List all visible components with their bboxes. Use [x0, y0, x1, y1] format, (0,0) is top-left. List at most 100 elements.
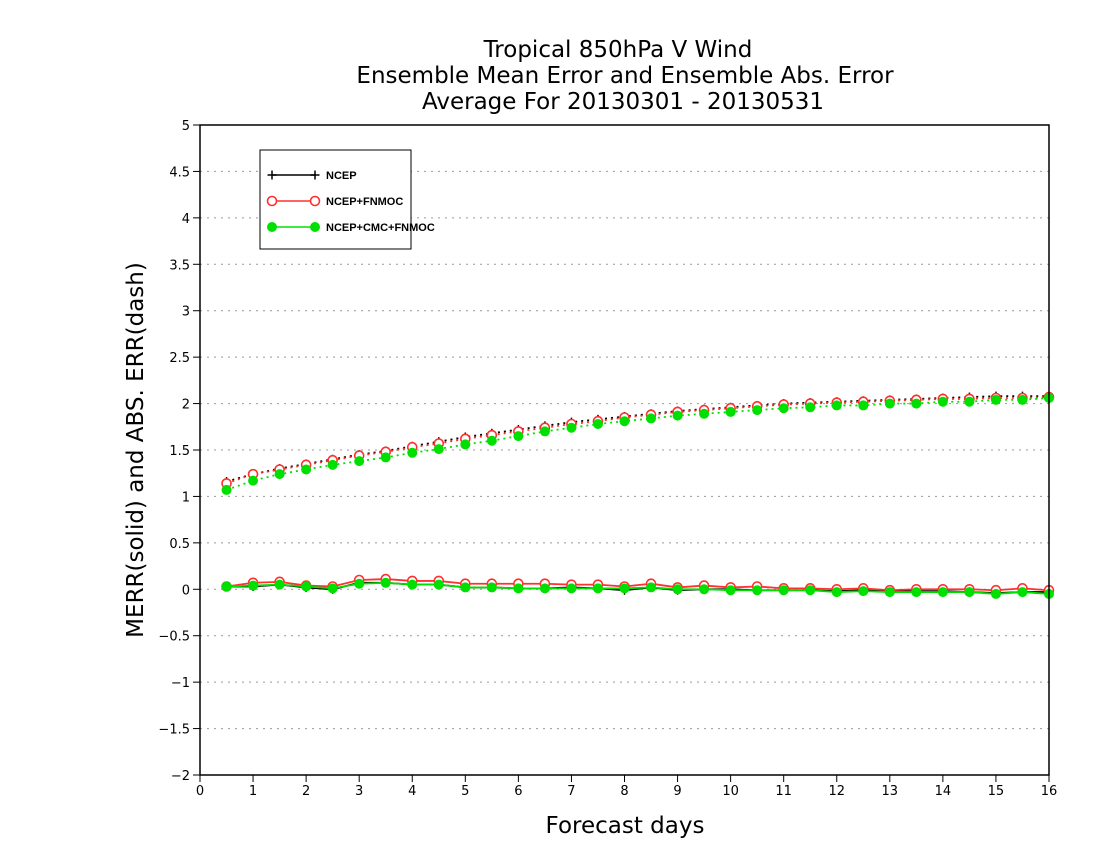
y-tick-label: 3.5 — [169, 258, 190, 273]
merr-point — [990, 588, 1001, 599]
merr-point — [380, 577, 391, 588]
merr-point — [354, 578, 365, 589]
series-ncep-fnmoc — [221, 391, 1055, 596]
y-tick-label: −2 — [171, 769, 190, 784]
merr-point — [752, 585, 763, 596]
merr-point — [672, 584, 683, 595]
legend-marker — [266, 195, 278, 207]
abs-err-point — [884, 398, 895, 409]
x-tick-label: 8 — [620, 784, 628, 799]
abs-err-point — [831, 400, 842, 411]
abs-err-point — [911, 398, 922, 409]
merr-point — [301, 581, 312, 592]
y-tick-label: 0 — [182, 583, 190, 598]
y-tick-label: −0.5 — [158, 630, 190, 645]
x-tick-label: 10 — [722, 784, 739, 799]
y-tick-label: 4 — [182, 212, 190, 227]
y-tick-label: 5 — [182, 119, 190, 134]
abs-err-point — [380, 452, 391, 463]
x-tick-label: 3 — [355, 784, 363, 799]
y-tick-label: −1 — [171, 676, 190, 691]
merr-point — [778, 585, 789, 596]
x-tick-label: 14 — [935, 784, 952, 799]
axis-ticks: 54.543.532.521.510.50−0.5−1−1.5−20 1 2 3 4 5 6… — [158, 119, 1057, 799]
merr-point — [911, 587, 922, 598]
abs-err-point — [937, 396, 948, 407]
y-tick-label: 2.5 — [169, 351, 190, 366]
merr-point — [858, 586, 869, 597]
abs-err-point — [274, 469, 285, 480]
x-tick-label: 5 — [461, 784, 469, 799]
merr-point — [964, 587, 975, 598]
merr-point — [433, 579, 444, 590]
merr-point — [831, 587, 842, 598]
abs-err-point — [513, 431, 524, 442]
merr-point — [566, 583, 577, 594]
abs-err-point — [592, 419, 603, 429]
x-tick-label: 1 — [249, 784, 257, 799]
abs-err-point — [672, 410, 683, 421]
abs-err-point — [433, 444, 444, 455]
x-tick-label: 16 — [1041, 784, 1058, 799]
x-tick-label: 9 — [673, 784, 681, 799]
abs-err-point — [699, 408, 710, 419]
abs-err-point — [778, 403, 789, 414]
legend-label: NCEP — [326, 170, 357, 182]
abs-err-point — [805, 402, 816, 413]
y-tick-label: 1.5 — [169, 444, 190, 459]
series-group — [221, 391, 1055, 599]
abs-err-point — [407, 447, 418, 458]
abs-err-point — [964, 396, 975, 407]
abs-err-point — [566, 422, 577, 433]
merr-point — [248, 580, 259, 591]
series-ncep — [222, 391, 1054, 598]
abs-err-point — [858, 400, 869, 411]
abs-err-point — [486, 435, 497, 446]
x-tick-label: 12 — [828, 784, 845, 799]
merr-point — [1017, 587, 1028, 598]
x-tick-label: 4 — [408, 784, 416, 799]
abs-err-line — [226, 397, 1050, 491]
merr-point — [592, 583, 603, 594]
abs-err-point — [460, 439, 471, 450]
merr-point — [513, 583, 524, 594]
x-axis-label: Forecast days — [546, 813, 705, 839]
merr-point — [539, 583, 550, 594]
merr-point — [805, 585, 816, 596]
merr-point — [486, 582, 497, 593]
abs-err-point — [248, 475, 259, 486]
abs-err-line — [226, 396, 1050, 485]
y-tick-label: 2 — [182, 398, 190, 413]
legend-label: NCEP+CMC+FNMOC — [326, 222, 435, 234]
chart-title-line-2: Ensemble Mean Error and Ensemble Abs. Er… — [356, 63, 894, 89]
abs-err-point — [752, 405, 763, 416]
merr-point — [937, 587, 948, 598]
legend-marker — [267, 170, 277, 180]
x-tick-label: 13 — [882, 784, 899, 799]
merr-point — [884, 587, 895, 598]
y-tick-label: 0.5 — [169, 537, 190, 552]
abs-err-point — [725, 406, 736, 417]
y-tick-label: −1.5 — [158, 723, 190, 738]
abs-err-point — [1017, 394, 1028, 405]
x-tick-label: 15 — [988, 784, 1005, 799]
grid — [200, 170, 1049, 730]
merr-point — [619, 583, 630, 594]
legend-box — [259, 149, 412, 250]
chart-title-line-3: Average For 20130301 - 20130531 — [422, 89, 824, 115]
x-tick-label: 7 — [567, 784, 575, 799]
series-ncep-cmc-fnmoc — [221, 393, 1054, 599]
legend-marker — [310, 170, 320, 180]
legend-label: NCEP+FNMOC — [326, 196, 403, 208]
x-tick-label: 0 — [196, 784, 204, 799]
abs-err-line — [226, 395, 1049, 483]
merr-point — [274, 579, 285, 590]
x-tick-label: 6 — [514, 784, 522, 799]
abs-err-point — [539, 426, 550, 437]
merr-point — [221, 581, 232, 592]
abs-err-point — [221, 484, 232, 495]
legend-marker — [310, 222, 320, 232]
x-tick-label: 11 — [775, 784, 792, 799]
abs-err-point — [301, 464, 312, 475]
